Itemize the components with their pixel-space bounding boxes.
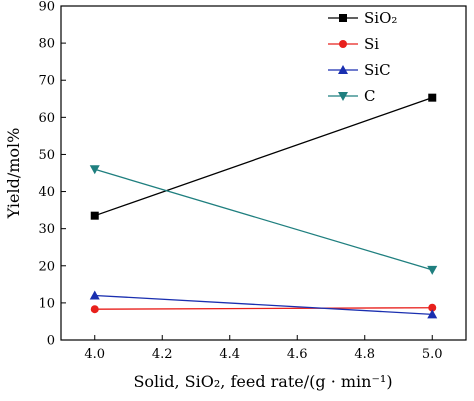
y-tick-label: 70 <box>38 74 55 89</box>
series-line <box>94 168 433 271</box>
data-point <box>427 309 438 319</box>
series-3 <box>89 165 438 275</box>
y-tick-label: 30 <box>38 222 55 237</box>
legend-marker <box>338 65 348 74</box>
y-tick-label: 20 <box>38 259 55 274</box>
series-line <box>94 307 433 310</box>
x-tick-label: 4.6 <box>287 347 308 362</box>
data-point <box>428 93 437 102</box>
legend-marker <box>338 92 348 101</box>
y-axis-title: Yield/mol% <box>4 128 23 220</box>
x-tick-label: 5.0 <box>422 347 443 362</box>
series-1 <box>90 303 437 314</box>
x-tick-label: 4.2 <box>152 347 173 362</box>
y-tick-label: 0 <box>47 334 55 349</box>
data-point <box>428 303 437 312</box>
y-tick-label: 90 <box>38 0 55 15</box>
series-line <box>94 97 433 217</box>
x-tick-label: 4.0 <box>84 347 105 362</box>
y-axis: 0 10 20 30 40 50 60 70 80 90 <box>38 0 66 349</box>
data-point <box>89 290 100 300</box>
data-point <box>90 305 99 314</box>
legend-label: SiC <box>364 61 391 79</box>
x-axis-title: Solid, SiO₂, feed rate/(g · min⁻¹) <box>133 372 392 391</box>
legend-marker <box>339 14 347 22</box>
y-tick-label: 60 <box>38 111 55 126</box>
data-point <box>427 265 438 275</box>
y-tick-label: 10 <box>38 296 55 311</box>
y-tick-label: 50 <box>38 148 55 163</box>
data-point <box>90 211 99 220</box>
legend-label: Si <box>364 35 379 53</box>
series-layer <box>89 93 438 319</box>
x-axis: 4.0 4.2 4.4 4.6 4.8 5.0 <box>84 335 443 362</box>
y-tick-label: 40 <box>38 185 55 200</box>
data-point <box>89 165 100 175</box>
x-tick-label: 4.4 <box>219 347 240 362</box>
legend-label: SiO₂ <box>364 9 397 27</box>
legend-label: C <box>364 87 375 105</box>
plot-frame <box>60 5 467 341</box>
series-0 <box>90 93 437 220</box>
series-2 <box>89 290 438 319</box>
legend-marker <box>339 40 347 48</box>
x-tick-label: 4.8 <box>354 347 375 362</box>
series-line <box>94 294 433 316</box>
legend: SiO₂ Si SiC C <box>328 9 397 105</box>
y-tick-label: 80 <box>38 37 55 52</box>
